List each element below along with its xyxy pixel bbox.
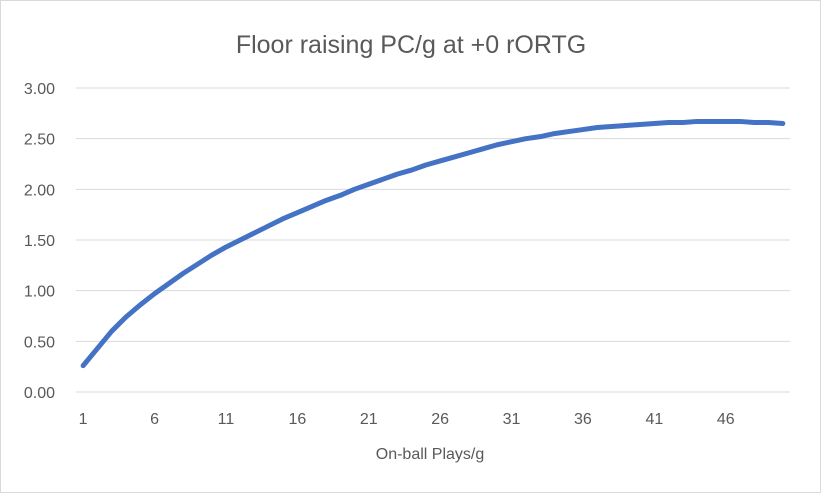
x-tick-label: 36 [574, 411, 592, 428]
x-tick-label: 31 [503, 411, 521, 428]
x-tick-label: 46 [717, 411, 735, 428]
y-tick-label: 0.50 [24, 334, 55, 351]
y-tick-label: 1.50 [24, 233, 55, 250]
y-axis-ticks: 0.00 0.50 1.00 1.50 2.00 2.50 3.00 [24, 81, 55, 402]
chart-title: Floor raising PC/g at +0 rORTG [236, 31, 586, 59]
x-axis-ticks: 1 6 11 16 21 26 31 36 41 46 [79, 411, 735, 428]
y-tick-label: 2.50 [24, 132, 55, 149]
y-tick-label: 3.00 [24, 81, 55, 98]
x-tick-label: 1 [79, 411, 88, 428]
x-tick-label: 41 [645, 411, 663, 428]
x-tick-label: 26 [431, 411, 449, 428]
x-axis-label: On-ball Plays/g [376, 446, 485, 463]
series-line [80, 118, 786, 369]
gridlines [76, 87, 790, 393]
y-tick-label: 2.00 [24, 182, 55, 199]
x-tick-label: 16 [288, 411, 306, 428]
y-tick-label: 0.00 [24, 385, 55, 402]
y-tick-label: 1.00 [24, 284, 55, 301]
x-tick-label: 11 [218, 411, 235, 428]
x-tick-label: 21 [360, 411, 378, 428]
x-tick-label: 6 [150, 411, 159, 428]
